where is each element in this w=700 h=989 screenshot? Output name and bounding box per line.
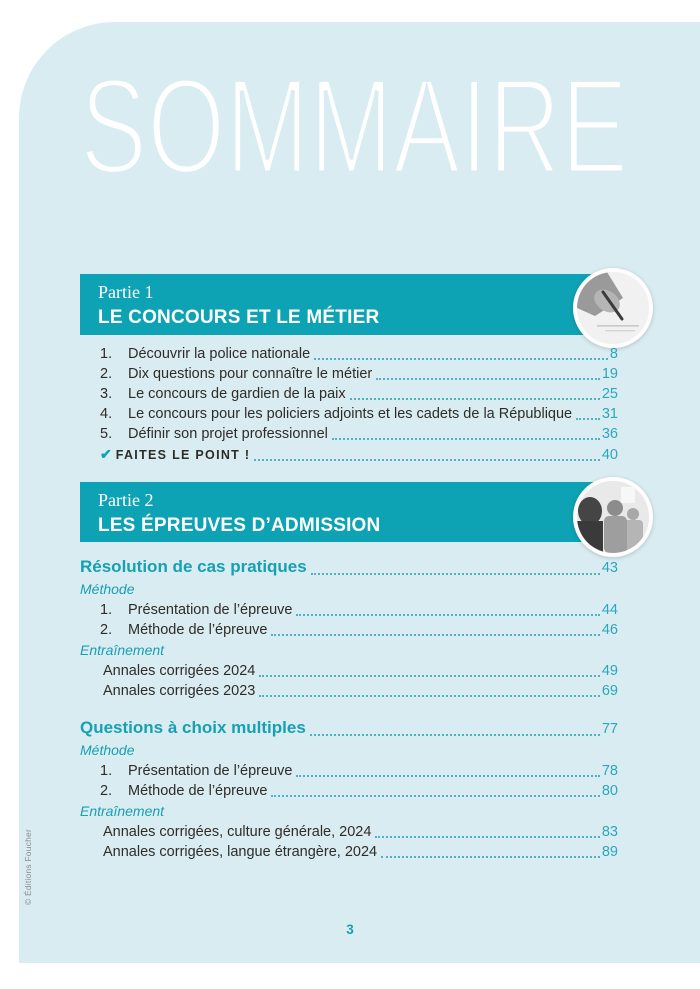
- people-group-photo: [577, 481, 649, 553]
- toc-entry: Annales corrigées, culture générale, 202…: [80, 822, 618, 842]
- entry-label: Découvrir la police nationale: [128, 346, 311, 362]
- dotted-leader: [349, 398, 600, 400]
- copyright-sidenote: © Éditions Foucher: [23, 829, 33, 906]
- method-label: Méthode: [80, 742, 135, 758]
- dotted-leader: [375, 836, 600, 838]
- checkmark-icon: ✔: [100, 446, 112, 462]
- entry-number: 1.: [100, 602, 113, 618]
- dotted-leader: [259, 675, 600, 677]
- entry-label: Dix questions pour connaître le métier: [128, 366, 373, 382]
- part2-title: LES ÉPREUVES D’ADMISSION: [98, 515, 381, 536]
- section-qcm: Questions à choix multiples 77 Méthode 1…: [80, 717, 618, 862]
- entry-number: 2.: [100, 783, 113, 799]
- part1-toc-list: 1. Découvrir la police nationale 8 2. Di…: [80, 344, 618, 465]
- entry-number: 5.: [100, 426, 113, 442]
- entry-label: Annales corrigées 2023: [103, 683, 256, 699]
- section-title: Résolution de cas pratiques: [80, 557, 307, 576]
- toc-entry: 2. Méthode de l’épreuve 80: [80, 781, 618, 801]
- hand-writing-photo: [577, 272, 649, 344]
- entry-number: 2.: [100, 366, 113, 382]
- entry-label: Méthode de l’épreuve: [128, 783, 268, 799]
- toc-entry: Annales corrigées, langue étrangère, 202…: [80, 842, 618, 862]
- toc-entry: 2. Méthode de l’épreuve 46: [80, 620, 618, 640]
- entry-page: 89: [601, 844, 618, 860]
- part1-kicker: Partie 1: [98, 282, 154, 302]
- entry-page: 83: [601, 824, 618, 840]
- dotted-leader: [309, 734, 600, 736]
- section-title-entry: Questions à choix multiples 77: [80, 717, 618, 740]
- entry-label: Annales corrigées, langue étrangère, 202…: [103, 844, 378, 860]
- entry-page: 25: [601, 386, 618, 402]
- page-title: SOMMAIRE: [78, 60, 631, 192]
- dotted-leader: [296, 614, 600, 616]
- dotted-leader: [381, 856, 600, 858]
- entry-page: 8: [609, 346, 618, 362]
- entry-number: 1.: [100, 346, 113, 362]
- entry-page: 49: [601, 663, 618, 679]
- entry-page: 40: [601, 447, 618, 463]
- method-label: Méthode: [80, 581, 135, 597]
- entry-label: Définir son projet professionnel: [128, 426, 328, 442]
- entry-label: Le concours de gardien de la paix: [128, 386, 346, 402]
- toc-entry: 2. Dix questions pour connaître le métie…: [80, 364, 618, 384]
- entry-page: 78: [601, 763, 618, 779]
- section-cas-pratiques: Résolution de cas pratiques 43 Méthode 1…: [80, 556, 618, 701]
- section-title-entry: Résolution de cas pratiques 43: [80, 556, 618, 579]
- training-label: Entraînement: [80, 803, 165, 819]
- toc-entry: 5. Définir son projet professionnel 36: [80, 424, 618, 444]
- part1-banner: Partie 1 LE CONCOURS ET LE MÉTIER: [80, 274, 596, 335]
- part2-photo: [573, 477, 653, 557]
- entry-label: Annales corrigées 2024: [103, 663, 256, 679]
- entry-page: 46: [601, 622, 618, 638]
- training-label: Entraînement: [80, 642, 165, 658]
- dotted-leader: [314, 358, 608, 360]
- toc-entry: Annales corrigées 2024 49: [80, 661, 618, 681]
- dotted-leader: [254, 459, 600, 461]
- entry-label: Méthode de l’épreuve: [128, 622, 268, 638]
- part2-toc-sections: Résolution de cas pratiques 43 Méthode 1…: [80, 556, 618, 862]
- entry-page: 44: [601, 602, 618, 618]
- toc-entry: 4. Le concours pour les policiers adjoin…: [80, 404, 618, 424]
- part2-banner: Partie 2 LES ÉPREUVES D’ADMISSION: [80, 482, 596, 542]
- part1-title: LE CONCOURS ET LE MÉTIER: [98, 307, 380, 328]
- toc-entry: Annales corrigées 2023 69: [80, 681, 618, 701]
- entry-page: 31: [601, 406, 618, 422]
- page-title-text: SOMMAIRE: [80, 60, 628, 192]
- entry-label: Présentation de l’épreuve: [128, 602, 293, 618]
- entry-number: 2.: [100, 622, 113, 638]
- entry-page: 80: [601, 783, 618, 799]
- entry-label: Présentation de l’épreuve: [128, 763, 293, 779]
- dotted-leader: [376, 378, 600, 380]
- entry-number: 1.: [100, 763, 113, 779]
- toc-entry: 1. Découvrir la police nationale 8: [80, 344, 618, 364]
- section-title: Questions à choix multiples: [80, 718, 306, 737]
- toc-entry: 1. Présentation de l’épreuve 44: [80, 600, 618, 620]
- entry-number: 4.: [100, 406, 113, 422]
- dotted-leader: [310, 573, 600, 575]
- toc-entry: 1. Présentation de l’épreuve 78: [80, 761, 618, 781]
- dotted-leader: [331, 438, 600, 440]
- dotted-leader: [259, 695, 600, 697]
- entry-page: 69: [601, 683, 618, 699]
- dotted-leader: [271, 795, 600, 797]
- toc-entry: 3. Le concours de gardien de la paix 25: [80, 384, 618, 404]
- entry-label: Le concours pour les policiers adjoints …: [128, 406, 573, 422]
- entry-page: 77: [601, 721, 618, 737]
- dotted-leader: [271, 634, 600, 636]
- entry-label: Annales corrigées, culture générale, 202…: [103, 824, 372, 840]
- checkpoint-label: FAITES LE POINT !: [115, 448, 251, 462]
- entry-number: 3.: [100, 386, 113, 402]
- dotted-leader: [296, 775, 600, 777]
- entry-page: 19: [601, 366, 618, 382]
- entry-page: 36: [601, 426, 618, 442]
- entry-page: 43: [601, 560, 618, 576]
- dotted-leader: [576, 418, 600, 420]
- part2-kicker: Partie 2: [98, 490, 154, 510]
- part1-photo: [573, 268, 653, 348]
- folio-page-number: 3: [346, 922, 354, 937]
- checkpoint-entry: ✔ FAITES LE POINT ! 40: [80, 444, 618, 465]
